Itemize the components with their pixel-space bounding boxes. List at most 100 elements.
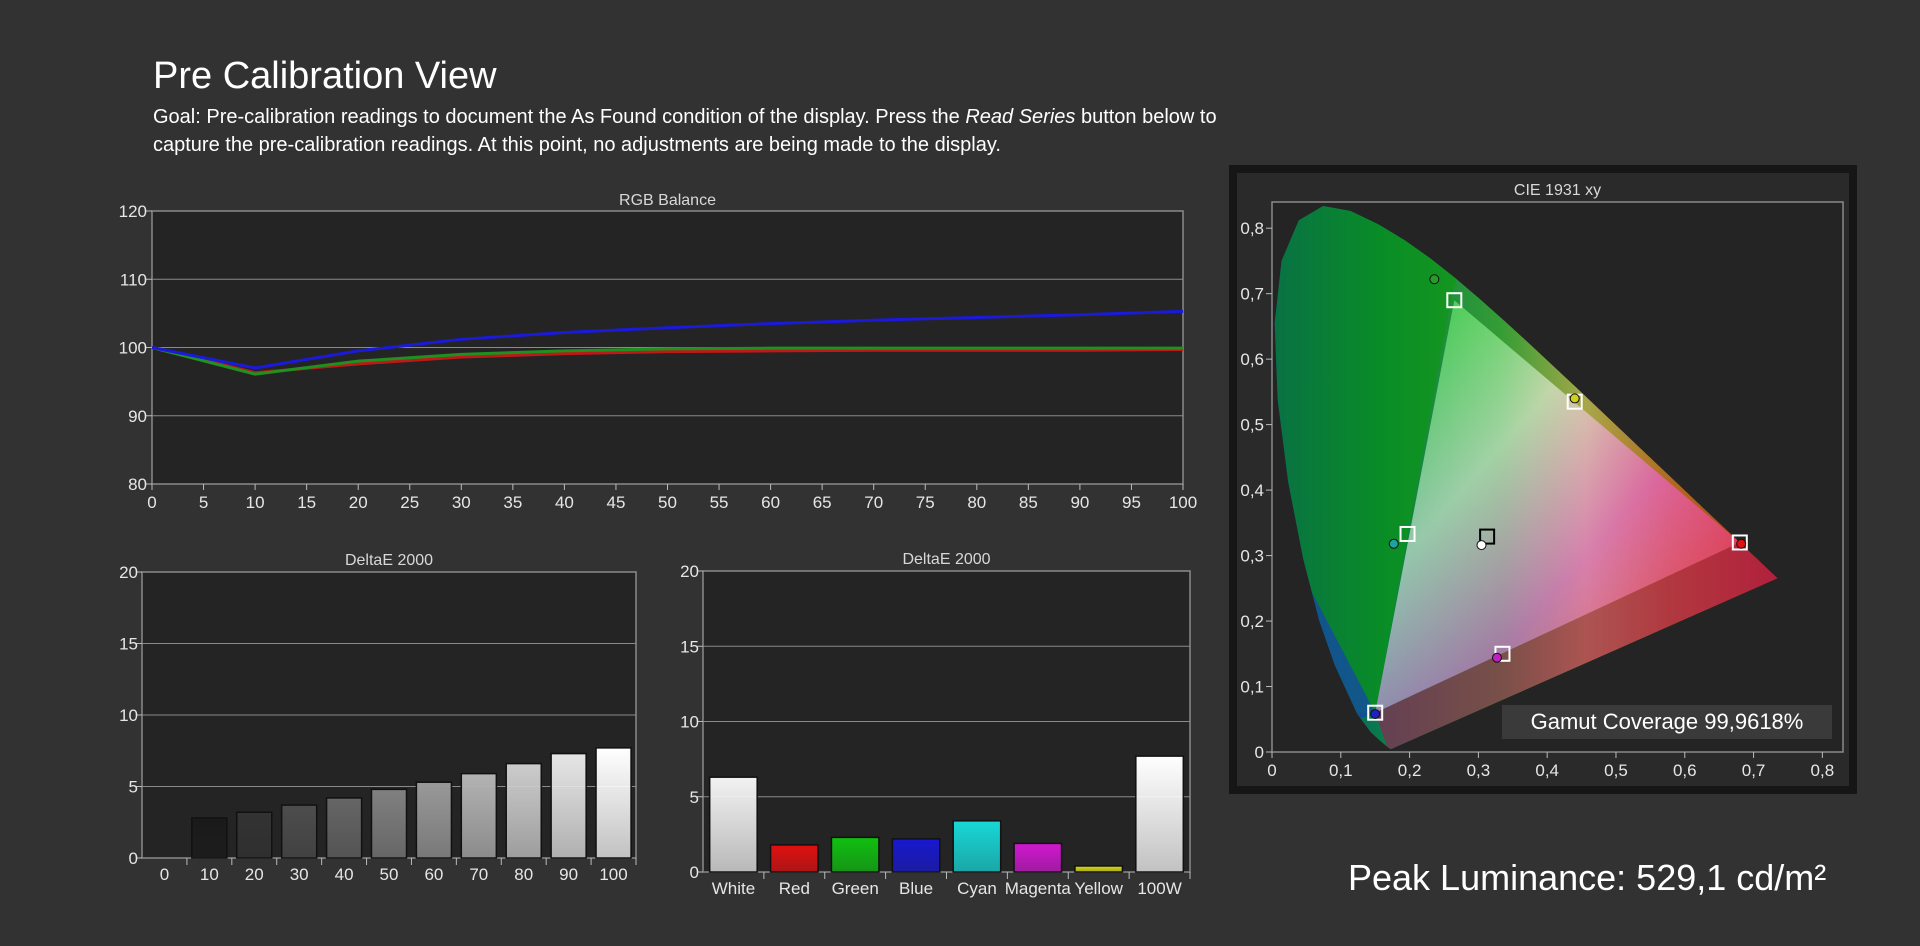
cie-measured-cyan: [1388, 538, 1399, 549]
grayscale-bar-90: [550, 752, 587, 859]
rgb-y-tick-label: 100: [119, 339, 147, 358]
rgb-series-line-1: [151, 346, 1183, 376]
cie-target-white: [1479, 528, 1496, 545]
cie-purple-region: [1375, 542, 1778, 749]
grayscale-bar-80: [505, 762, 542, 859]
cie-target-cyan: [1399, 525, 1416, 542]
cie-x-tick-label: 0,7: [1742, 761, 1766, 780]
colors-bar-White: [708, 776, 758, 873]
rgb-y-tick-label: 120: [119, 202, 147, 221]
rgb-x-tick-label: 60: [761, 493, 780, 512]
rgb-chart-title: RGB Balance: [619, 192, 716, 209]
cie-y-tick-label: 0: [1255, 743, 1264, 762]
colors-x-label-White: White: [712, 879, 755, 898]
rgb-x-tick-label: 20: [349, 493, 368, 512]
grayscale-x-label-20: 20: [245, 865, 264, 884]
colors-y-tick-label: 10: [680, 713, 699, 732]
colors-chart-title: DeltaE 2000: [902, 551, 990, 568]
grayscale-y-tick-label: 5: [129, 778, 138, 797]
grayscale-bar-50: [370, 788, 408, 859]
colors-x-label-100W: 100W: [1137, 879, 1181, 898]
grayscale-bar-40: [325, 797, 363, 859]
grayscale-y-tick-label: 15: [119, 635, 138, 654]
cie-x-tick-label: 0,5: [1604, 761, 1628, 780]
grayscale-x-label-100: 100: [599, 865, 627, 884]
cie-x-tick-label: 0,1: [1329, 761, 1353, 780]
grayscale-bar-10: [191, 817, 228, 859]
grayscale-y-tick-label: 20: [119, 563, 138, 582]
rgb-x-tick-label: 70: [864, 493, 883, 512]
grayscale-x-label-80: 80: [514, 865, 533, 884]
colors-bar-Cyan: [952, 820, 1002, 873]
grayscale-x-label-30: 30: [290, 865, 309, 884]
rgb-x-tick-label: 65: [813, 493, 832, 512]
colors-bar-Green: [830, 836, 880, 873]
grayscale-bar-20: [236, 811, 273, 859]
cie-y-tick-label: 0,4: [1240, 481, 1264, 500]
grayscale-bar-30: [280, 804, 318, 859]
rgb-x-tick-label: 100: [1169, 493, 1197, 512]
grayscale-y-tick-label: 10: [119, 706, 138, 725]
cie-x-tick-label: 0,8: [1811, 761, 1835, 780]
cie-y-tick-label: 0,1: [1240, 678, 1264, 697]
cie-y-tick-label: 0,8: [1240, 219, 1264, 238]
cie-measured-yellow: [1569, 393, 1580, 404]
peak-luminance-label: Peak Luminance: 529,1 cd/m²: [1348, 857, 1827, 898]
cie-y-tick-label: 0,6: [1240, 350, 1264, 369]
goal-text-part1: Goal: Pre-calibration readings to docume…: [153, 106, 966, 128]
cie-x-tick-label: 0,2: [1398, 761, 1422, 780]
colors-y-tick-label: 15: [680, 637, 699, 656]
grayscale-bar-70: [460, 772, 498, 859]
rgb-x-tick-label: 25: [400, 493, 419, 512]
rgb-y-tick-label: 110: [120, 270, 147, 289]
rgb-x-tick-label: 75: [916, 493, 935, 512]
cie-y-tick-label: 0,5: [1240, 416, 1264, 435]
colors-x-label-Green: Green: [832, 879, 879, 898]
cie-x-tick-label: 0,6: [1673, 761, 1697, 780]
cie-measured-red: [1736, 538, 1747, 549]
grayscale-y-tick-label: 0: [129, 849, 138, 868]
rgb-x-tick-label: 50: [658, 493, 677, 512]
grayscale-bar-100: [595, 747, 632, 859]
rgb-x-tick-label: 80: [967, 493, 986, 512]
colors-y-tick-label: 5: [690, 788, 699, 807]
rgb-x-tick-label: 90: [1070, 493, 1089, 512]
cie-y-tick-label: 0,3: [1240, 547, 1264, 566]
read-series-text: Read Series: [965, 106, 1076, 128]
grayscale-chart-title: DeltaE 2000: [345, 552, 433, 569]
colors-x-label-Magenta: Magenta: [1005, 879, 1072, 898]
grayscale-x-label-70: 70: [469, 865, 488, 884]
colors-x-label-Blue: Blue: [899, 879, 933, 898]
colors-bar-Magenta: [1013, 842, 1063, 873]
cie-y-tick-label: 0,7: [1240, 285, 1264, 304]
rgb-x-tick-label: 35: [503, 493, 522, 512]
cie-measured-white: [1476, 540, 1487, 551]
rgb-series-line-2: [151, 309, 1184, 370]
rgb-y-tick-label: 90: [128, 407, 147, 426]
grayscale-x-label-60: 60: [424, 865, 443, 884]
colors-bar-Yellow: [1074, 865, 1124, 873]
cie-target-blue: [1367, 704, 1384, 721]
rgb-x-tick-label: 30: [452, 493, 471, 512]
rgb-x-tick-label: 15: [297, 493, 316, 512]
cie-measured-blue: [1370, 709, 1381, 720]
grayscale-x-label-10: 10: [200, 865, 219, 884]
cie-measured-magenta: [1491, 652, 1502, 663]
goal-description: Goal: Pre-calibration readings to docume…: [153, 103, 1283, 159]
cie-y-tick-label: 0,2: [1240, 612, 1264, 631]
rgb-x-tick-label: 40: [555, 493, 574, 512]
rgb-x-tick-label: 10: [246, 493, 265, 512]
cie-x-tick-label: 0,3: [1467, 761, 1491, 780]
rgb-x-tick-label: 95: [1122, 493, 1141, 512]
grayscale-x-label-40: 40: [335, 865, 354, 884]
gamut-coverage-label: Gamut Coverage 99,9618%: [1502, 705, 1832, 739]
colors-x-label-Red: Red: [779, 879, 810, 898]
rgb-x-tick-label: 0: [147, 493, 156, 512]
colors-x-label-Cyan: Cyan: [957, 879, 997, 898]
rgb-x-tick-label: 55: [710, 493, 729, 512]
